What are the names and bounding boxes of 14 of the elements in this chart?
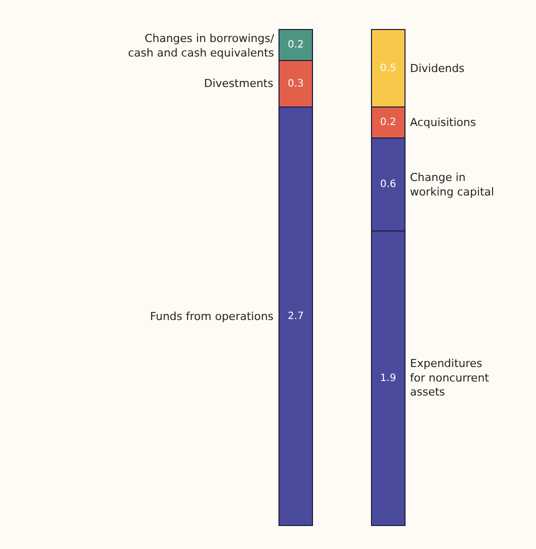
series-label: Funds from operations bbox=[150, 310, 274, 323]
series-label: Acquisitions bbox=[410, 116, 476, 129]
data-label: 0.2 bbox=[288, 40, 304, 51]
data-label: 1.9 bbox=[380, 372, 396, 384]
series-label: Changes in borrowings/ cash and cash equivalents bbox=[128, 32, 274, 60]
data-label: 0.5 bbox=[380, 62, 396, 74]
data-label: 2.7 bbox=[288, 310, 304, 322]
data-label: 0.6 bbox=[380, 179, 396, 190]
data-label: 0.2 bbox=[380, 117, 396, 128]
series-label: Divestments bbox=[204, 77, 274, 90]
series-label: Dividends bbox=[410, 62, 465, 75]
series-label: Expenditures for noncurrent assets bbox=[410, 357, 490, 399]
data-label: 0.3 bbox=[288, 78, 304, 90]
series-label: Change in working capital bbox=[410, 171, 494, 198]
